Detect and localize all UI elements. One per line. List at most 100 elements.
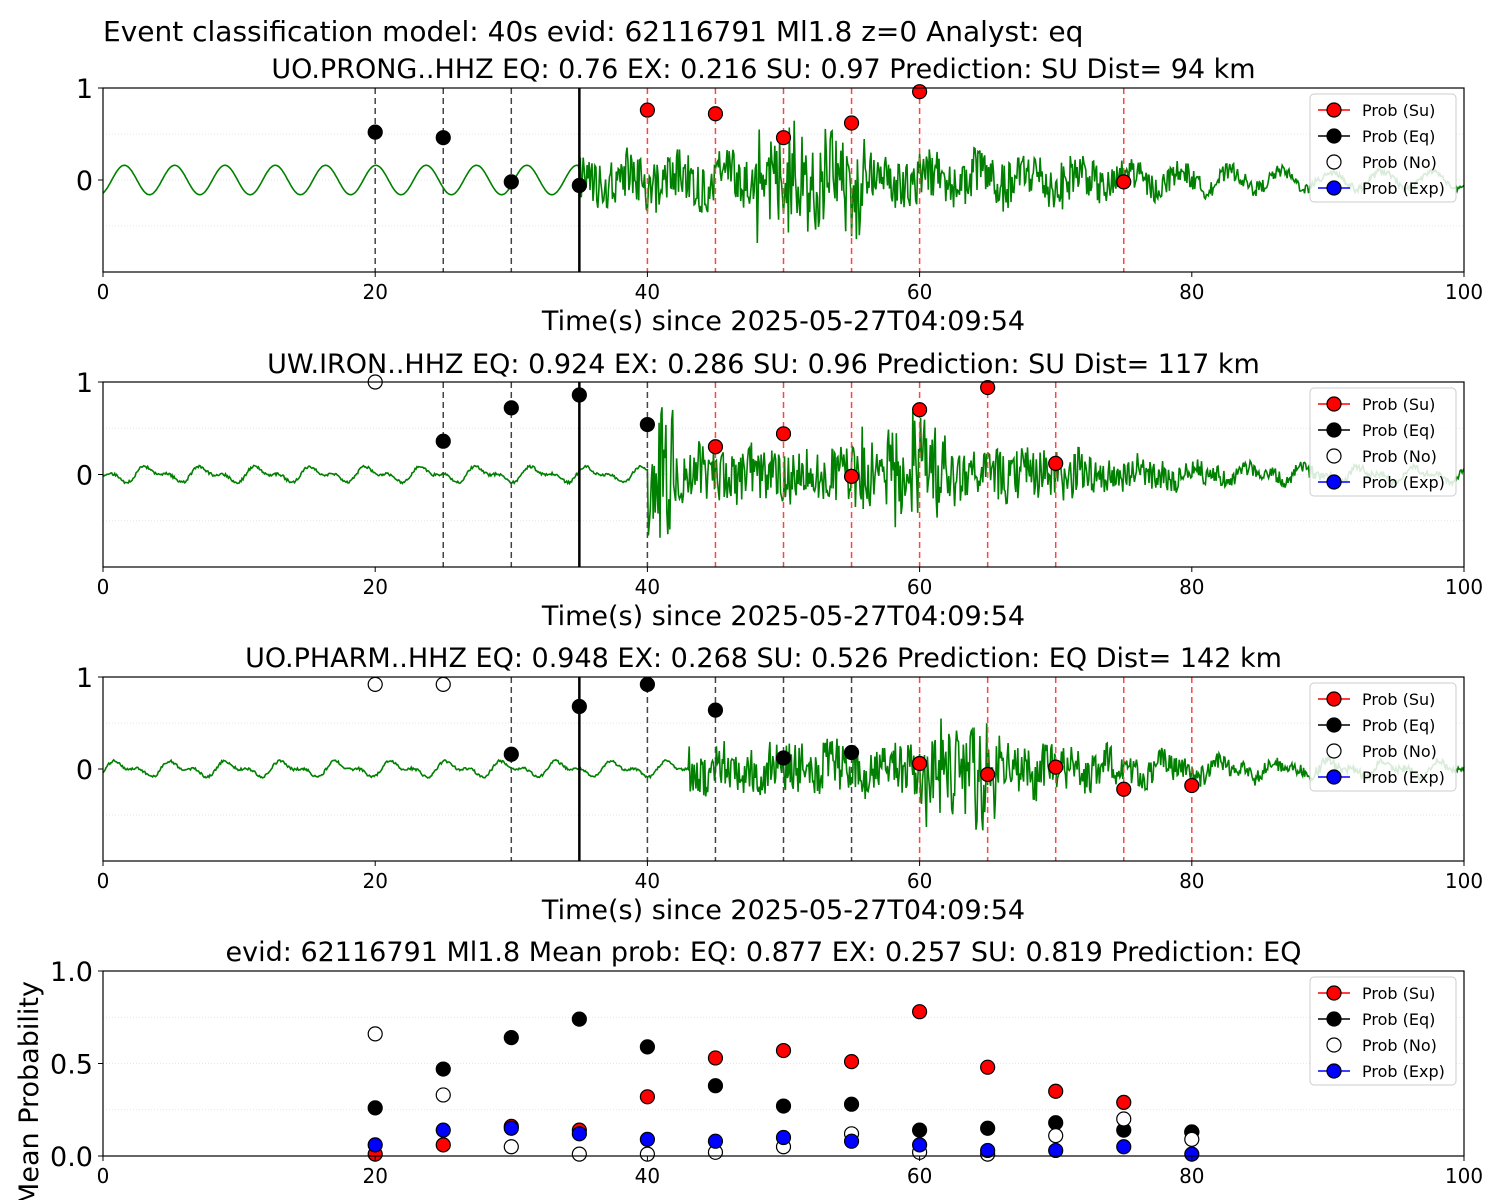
eq-point (843, 1096, 860, 1112)
no-point (435, 676, 451, 692)
legend-label: Prob (Eq) (1362, 716, 1435, 735)
su-point (1048, 455, 1064, 471)
su-point (843, 468, 860, 484)
legend-label: Prob (Exp) (1362, 1062, 1445, 1081)
su-point (911, 84, 928, 100)
legend-label: Prob (Eq) (1362, 421, 1435, 440)
su-point (707, 106, 724, 122)
x-tick-label: 0 (97, 280, 110, 304)
su-point (911, 402, 928, 418)
legend-marker (1326, 769, 1342, 785)
x-tick-label: 20 (362, 280, 387, 304)
su-point (707, 439, 724, 455)
su-point (980, 766, 996, 783)
no-point (639, 1146, 656, 1162)
legend-label: Prob (Eq) (1362, 1010, 1435, 1029)
su-point (911, 755, 928, 772)
eq-point (639, 676, 656, 692)
no-point (503, 1139, 519, 1155)
exp-point (707, 1133, 724, 1149)
eq-point (503, 400, 519, 416)
legend: Prob (Su) Prob (Eq) Prob (No) Prob (Exp) (1309, 682, 1457, 792)
exp-point (639, 1131, 656, 1147)
eq-point (367, 124, 383, 140)
legend-frame (1309, 976, 1457, 1086)
su-point (639, 1089, 656, 1105)
su-point (775, 426, 792, 442)
legend: Prob (Su) Prob (Eq) Prob (No) Prob (Exp) (1309, 93, 1457, 203)
legend-marker (1326, 448, 1342, 464)
no-point (435, 1087, 451, 1103)
no-point (367, 676, 383, 692)
x-tick-label: 100 (1445, 575, 1483, 599)
x-axis-label: Time(s) since 2025-05-27T04:09:54 (541, 306, 1025, 337)
su-point (843, 115, 860, 131)
su-point (639, 102, 656, 118)
legend-frame (1309, 682, 1457, 792)
legend-marker (1326, 180, 1342, 196)
su-point (1116, 781, 1132, 797)
legend-label: Prob (Eq) (1362, 127, 1435, 146)
subplot-title: evid: 62116791 Ml1.8 Mean prob: EQ: 0.87… (226, 937, 1302, 968)
eq-point (435, 433, 451, 449)
exp-point (1184, 1146, 1200, 1162)
no-point (571, 1146, 587, 1162)
eq-point (571, 1011, 587, 1027)
exp-point (775, 1129, 792, 1146)
exp-point (435, 1122, 451, 1138)
legend-marker (1326, 1011, 1342, 1027)
legend-label: Prob (Exp) (1362, 473, 1445, 492)
y-tick-label: 1 (76, 368, 93, 399)
subplot-4: evid: 62116791 Ml1.8 Mean prob: EQ: 0.87… (14, 937, 1483, 1200)
subplot-title: UO.PRONG..HHZ EQ: 0.76 EX: 0.216 SU: 0.9… (271, 54, 1255, 85)
legend-marker (1326, 985, 1342, 1001)
subplot-1: UO.PRONG..HHZ EQ: 0.76 EX: 0.216 SU: 0.9… (76, 54, 1483, 337)
x-axis-label: Time(s) since 2025-05-27T04:09:54 (541, 895, 1025, 926)
eq-point (503, 174, 519, 190)
su-point (707, 1050, 724, 1066)
su-point (1116, 1094, 1132, 1110)
su-point (435, 1137, 451, 1153)
x-tick-label: 100 (1445, 869, 1483, 893)
y-tick-label: 1 (76, 74, 93, 105)
x-tick-label: 20 (362, 869, 387, 893)
legend-frame (1309, 93, 1457, 203)
x-tick-label: 20 (362, 575, 387, 599)
eq-point (639, 1039, 656, 1055)
su-point (1048, 759, 1064, 775)
legend-marker (1326, 1037, 1342, 1053)
eq-point (1048, 1115, 1064, 1131)
legend-marker (1326, 154, 1342, 170)
eq-point (571, 698, 587, 715)
y-tick-label: 0 (76, 166, 93, 197)
no-point (1184, 1131, 1200, 1147)
exp-point (367, 1137, 383, 1153)
legend-marker (1326, 102, 1342, 118)
exp-point (911, 1137, 928, 1153)
x-tick-label: 0 (97, 869, 110, 893)
su-point (911, 1004, 928, 1020)
legend-label: Prob (No) (1362, 447, 1437, 466)
eq-point (367, 1100, 383, 1116)
legend: Prob (Su) Prob (Eq) Prob (No) Prob (Exp) (1309, 976, 1457, 1086)
x-tick-label: 0 (97, 575, 110, 599)
eq-point (503, 746, 519, 762)
y-tick-label: 0 (76, 755, 93, 786)
exp-point (980, 1142, 996, 1159)
x-tick-label: 40 (635, 575, 660, 599)
legend-label: Prob (No) (1362, 1036, 1437, 1055)
legend-marker (1326, 396, 1342, 412)
no-point (367, 1026, 383, 1042)
x-tick-label: 80 (1179, 575, 1204, 599)
x-tick-label: 60 (907, 280, 932, 304)
su-point (775, 1042, 792, 1059)
subplot-3: UO.PHARM..HHZ EQ: 0.948 EX: 0.268 SU: 0.… (76, 643, 1483, 926)
subplot-2: UW.IRON..HHZ EQ: 0.924 EX: 0.286 SU: 0.9… (76, 349, 1483, 632)
legend-label: Prob (Exp) (1362, 179, 1445, 198)
eq-point (980, 1120, 996, 1136)
y-tick-label: 0.5 (50, 1050, 93, 1081)
y-tick-label: 0.0 (50, 1142, 93, 1173)
eq-point (639, 416, 656, 433)
legend-label: Prob (Su) (1362, 984, 1435, 1003)
